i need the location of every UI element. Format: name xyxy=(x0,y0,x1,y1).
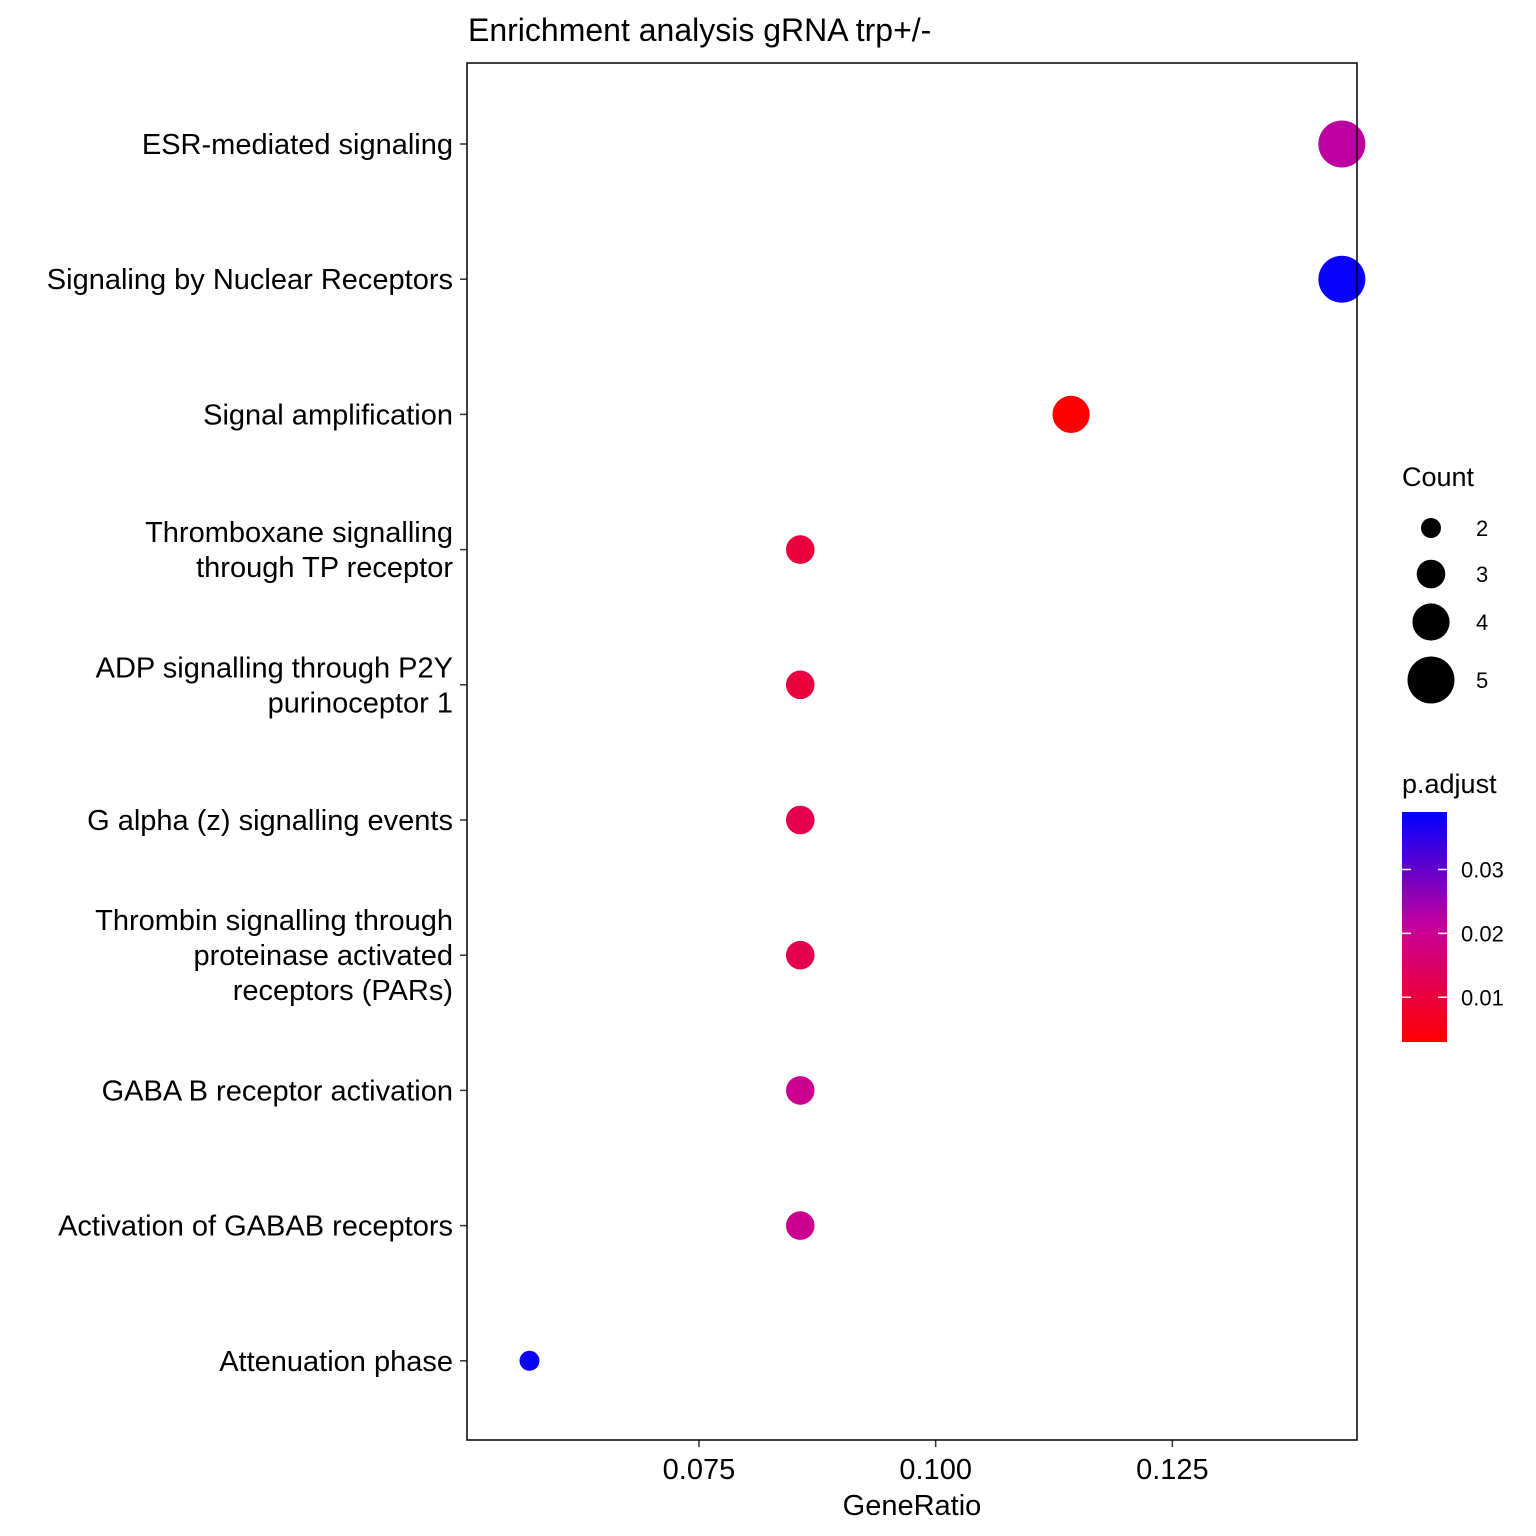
y-tick-label: G alpha (z) signalling events xyxy=(87,805,453,837)
x-tick-label: 0.075 xyxy=(663,1454,736,1486)
plot-panel-border xyxy=(466,62,1358,1441)
p-adjust-legend-title: p.adjust xyxy=(1402,769,1497,799)
count-legend-symbol xyxy=(1416,559,1446,589)
y-tick-label: Thrombin signalling through proteinase ac… xyxy=(95,905,453,1007)
data-point xyxy=(785,1076,815,1105)
colorbar-tick-label: 0.01 xyxy=(1461,985,1504,1010)
x-tick-label: 0.125 xyxy=(1136,1454,1209,1486)
data-point xyxy=(785,805,815,835)
data-points xyxy=(519,120,1366,1371)
y-tick-label: ADP signalling through P2Y purinoceptor 1 xyxy=(96,652,453,719)
data-point xyxy=(1318,120,1366,168)
x-axis-title: GeneRatio xyxy=(843,1490,982,1522)
data-point xyxy=(1318,255,1366,303)
p-adjust-colorbar xyxy=(1402,812,1447,1042)
count-legend-symbol xyxy=(1412,603,1450,641)
colorbar-tick-label: 0.03 xyxy=(1461,858,1504,883)
data-point xyxy=(785,1211,815,1240)
data-point xyxy=(785,670,815,700)
x-tick-label: 0.100 xyxy=(899,1454,972,1486)
y-tick-label: ESR-mediated signaling xyxy=(142,129,453,161)
data-point xyxy=(785,940,815,970)
chart-title: Enrichment analysis gRNA trp+/- xyxy=(468,12,931,48)
p-adjust-legend: p.adjust 0.01 0.02 0.03 xyxy=(1402,769,1504,1042)
y-tick-label: Attenuation phase xyxy=(219,1346,453,1378)
count-legend-label: 4 xyxy=(1476,610,1488,635)
count-legend: Count 2 3 4 5 xyxy=(1402,462,1488,704)
colorbar-tick-label: 0.02 xyxy=(1461,921,1504,946)
y-tick-label: Thromboxane signalling through TP recepto… xyxy=(145,517,453,584)
count-legend-label: 5 xyxy=(1476,668,1488,693)
data-point xyxy=(1052,395,1090,433)
count-legend-title: Count xyxy=(1402,462,1475,492)
count-legend-symbol xyxy=(1407,656,1455,704)
data-point xyxy=(785,535,815,564)
y-tick-label: Signal amplification xyxy=(203,399,453,431)
y-tick-label: Signaling by Nuclear Receptors xyxy=(47,264,453,296)
data-point xyxy=(519,1350,540,1371)
y-tick-label: Activation of GABAB receptors xyxy=(58,1211,453,1243)
count-legend-label: 2 xyxy=(1476,516,1488,541)
count-legend-label: 3 xyxy=(1476,562,1488,587)
count-legend-symbol xyxy=(1421,518,1441,538)
x-axis: 0.075 0.100 0.125 xyxy=(663,1440,1209,1486)
y-axis: ESR-mediated signaling Signaling by Nucle… xyxy=(47,129,467,1378)
y-tick-label: GABA B receptor activation xyxy=(102,1075,453,1107)
